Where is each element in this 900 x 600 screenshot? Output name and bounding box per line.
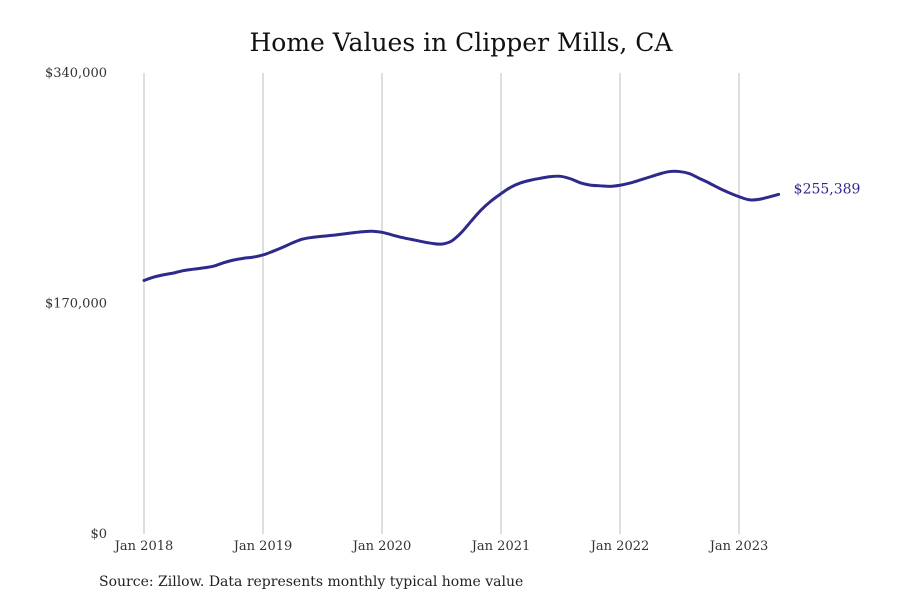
x-tick-label: Jan 2022	[589, 539, 650, 554]
x-tick-label: Jan 2020	[351, 539, 412, 554]
y-axis-ticks: $0 $170,000 $340,000	[45, 66, 107, 542]
x-tick-label: Jan 2018	[113, 539, 174, 554]
chart-title: Home Values in Clipper Mills, CA	[250, 28, 674, 57]
y-tick-label: $340,000	[45, 66, 107, 81]
x-tick-label: Jan 2019	[232, 539, 293, 554]
source-note: Source: Zillow. Data represents monthly …	[99, 574, 523, 590]
y-tick-label: $0	[90, 527, 107, 542]
series-layer: $255,389	[142, 169, 861, 282]
x-tick-label: Jan 2021	[470, 539, 531, 554]
x-tick-label: Jan 2023	[708, 539, 769, 554]
grid-layer	[143, 73, 740, 534]
x-axis-ticks: Jan 2018 Jan 2019 Jan 2020 Jan 2021 Jan 2022…	[113, 539, 769, 554]
y-tick-label: $170,000	[45, 297, 107, 312]
series-line	[142, 169, 781, 282]
series-end-label: $255,389	[794, 181, 861, 197]
